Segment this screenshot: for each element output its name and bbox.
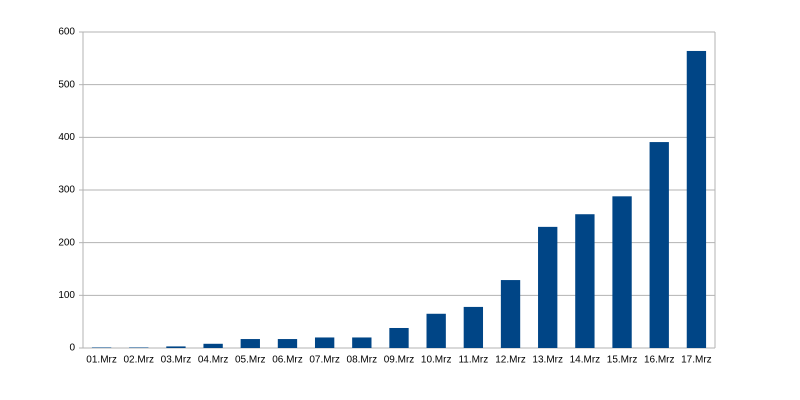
bar bbox=[129, 347, 149, 348]
x-tick-label: 13.Mrz bbox=[532, 355, 563, 366]
y-tick-label: 600 bbox=[58, 27, 75, 38]
bar bbox=[277, 339, 298, 348]
bar bbox=[500, 280, 521, 348]
x-tick-label: 16.Mrz bbox=[644, 355, 675, 366]
x-tick-label: 12.Mrz bbox=[495, 355, 526, 366]
x-tick-label: 01.Mrz bbox=[86, 355, 117, 366]
x-tick-label: 09.Mrz bbox=[384, 355, 415, 366]
bar bbox=[91, 347, 112, 348]
bar bbox=[538, 226, 558, 348]
bar bbox=[314, 337, 335, 348]
bar bbox=[649, 142, 669, 348]
x-tick-label: 08.Mrz bbox=[347, 355, 378, 366]
y-tick-label: 200 bbox=[58, 237, 75, 248]
bar bbox=[575, 214, 595, 348]
bar bbox=[463, 306, 484, 348]
x-tick-label: 10.Mrz bbox=[421, 355, 452, 366]
x-tick-label: 07.Mrz bbox=[309, 355, 340, 366]
x-tick-label: 06.Mrz bbox=[272, 355, 303, 366]
y-tick-label: 0 bbox=[69, 343, 75, 354]
bar bbox=[166, 346, 186, 348]
x-tick-label: 02.Mrz bbox=[123, 355, 154, 366]
bar bbox=[389, 327, 409, 348]
y-tick-label: 300 bbox=[58, 185, 75, 196]
bar bbox=[203, 343, 223, 348]
bar bbox=[352, 337, 372, 348]
x-tick-label: 03.Mrz bbox=[161, 355, 192, 366]
x-tick-label: 15.Mrz bbox=[607, 355, 638, 366]
bar bbox=[686, 50, 707, 349]
x-tick-label: 17.Mrz bbox=[681, 355, 712, 366]
bar bbox=[240, 339, 260, 348]
x-tick-label: 04.Mrz bbox=[198, 355, 229, 366]
x-tick-label: 14.Mrz bbox=[570, 355, 601, 366]
y-tick-label: 400 bbox=[58, 132, 75, 143]
bar bbox=[426, 313, 446, 348]
y-tick-label: 100 bbox=[58, 290, 75, 301]
bar bbox=[612, 196, 632, 348]
x-tick-label: 05.Mrz bbox=[235, 355, 266, 366]
y-tick-label: 500 bbox=[58, 79, 75, 90]
x-tick-label: 11.Mrz bbox=[458, 355, 488, 366]
